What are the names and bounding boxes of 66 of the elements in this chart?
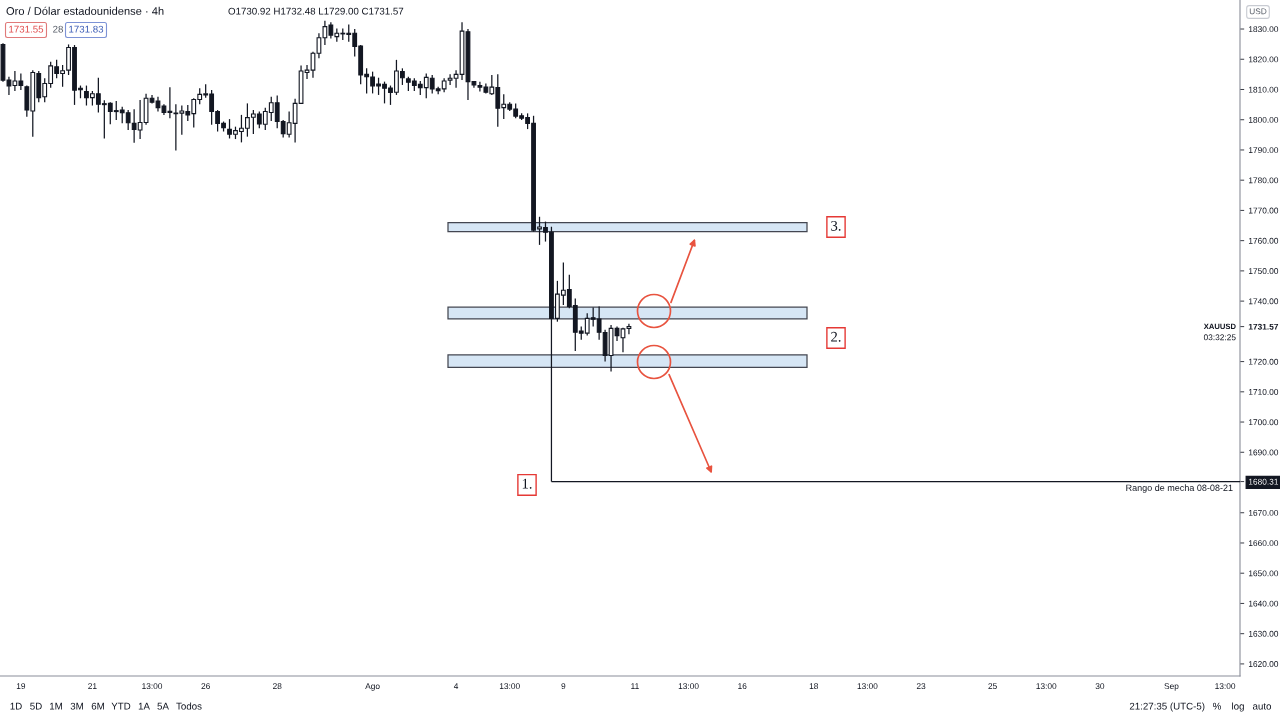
x-tick-label: 13:00	[142, 683, 163, 690]
y-tick-label: 1620.00	[1248, 661, 1279, 668]
y-tick-label: 1720.00	[1248, 358, 1279, 365]
annotation: 1.	[522, 478, 532, 489]
x-tick-label: Sep	[1164, 683, 1179, 691]
x-tick-label: 13:00	[678, 683, 699, 690]
y-tick-label: 1700.00	[1248, 419, 1279, 426]
y-tick-label: 1660.00	[1248, 540, 1279, 547]
text: Todos	[176, 702, 202, 710]
text: 1M	[49, 702, 62, 710]
text: 21:27:35 (UTC-5)	[1129, 702, 1205, 712]
x-tick-label: Ago	[365, 683, 380, 691]
x-tick-label: 13:00	[1215, 683, 1236, 690]
x-tick-label: 16	[738, 683, 747, 690]
y-tick-label: 1630.00	[1248, 630, 1279, 637]
y-tick-label: 1780.00	[1248, 177, 1279, 184]
y-tick-label: 1690.00	[1248, 449, 1279, 456]
x-tick-label: 13:00	[499, 683, 520, 690]
x-tick-label: 30	[1095, 683, 1105, 690]
text: 6M	[91, 702, 104, 710]
text: YTD	[111, 702, 131, 710]
x-tick-label: 13:00	[857, 683, 878, 690]
x-tick-label: 13:00	[1036, 683, 1057, 690]
x-tick-label: 26	[201, 683, 210, 690]
y-tick-label: 1680.31	[1248, 478, 1279, 485]
text: %	[1213, 702, 1221, 710]
annotation: 28	[53, 25, 63, 33]
y-tick-label: 1830.00	[1248, 26, 1279, 33]
y-tick-label: 1650.00	[1248, 570, 1279, 577]
text: log	[1232, 702, 1244, 712]
text: auto	[1252, 703, 1272, 710]
x-tick-label: 25	[988, 683, 997, 690]
x-tick-label: 18	[809, 683, 819, 690]
x-tick-label: 19	[16, 683, 26, 690]
annotation: 3.	[831, 220, 841, 231]
text: 1D	[10, 702, 22, 710]
y-tick-label: 1770.00	[1248, 207, 1279, 214]
annotation: 03:32:25	[1203, 334, 1236, 341]
text: O1730.92 H1732.48 L1729.00 C1731.57	[228, 7, 404, 15]
y-tick-label: 1800.00	[1248, 116, 1279, 123]
ref-line-label: Rango de mecha 08-08-21	[1126, 484, 1233, 493]
y-tick-label: 1670.00	[1248, 509, 1279, 516]
text: 5A	[157, 702, 169, 710]
x-tick-label: 4	[453, 683, 459, 689]
text: 3M	[70, 702, 83, 710]
y-tick-label: 1760.00	[1248, 237, 1279, 244]
y-tick-label: 1740.00	[1248, 298, 1279, 305]
x-tick-label: 11	[631, 683, 639, 689]
x-tick-label: 23	[916, 683, 926, 690]
x-tick-label: 21	[88, 683, 97, 689]
y-tick-label: 1790.00	[1248, 147, 1279, 154]
annotation: 1731.83	[69, 25, 104, 33]
x-tick-label: 28	[273, 683, 282, 690]
annotation: 2.	[831, 331, 841, 342]
annotation: 1731.55	[9, 25, 44, 33]
y-tick-label: 1710.00	[1248, 389, 1279, 395]
chart-title: Oro / Dólar estadounidense · 4h	[6, 6, 164, 15]
y-tick-label: 1750.00	[1248, 268, 1279, 274]
y-tick-label: 1640.00	[1248, 600, 1279, 607]
y-tick-label: 1731.57	[1248, 323, 1279, 330]
y-tick-label: 1810.00	[1248, 86, 1279, 93]
x-tick-label: 9	[561, 683, 566, 690]
text: 1A	[138, 702, 150, 710]
y-tick-label: 1820.00	[1248, 56, 1279, 63]
text: USD	[1249, 8, 1267, 15]
text: 5D	[30, 702, 42, 710]
